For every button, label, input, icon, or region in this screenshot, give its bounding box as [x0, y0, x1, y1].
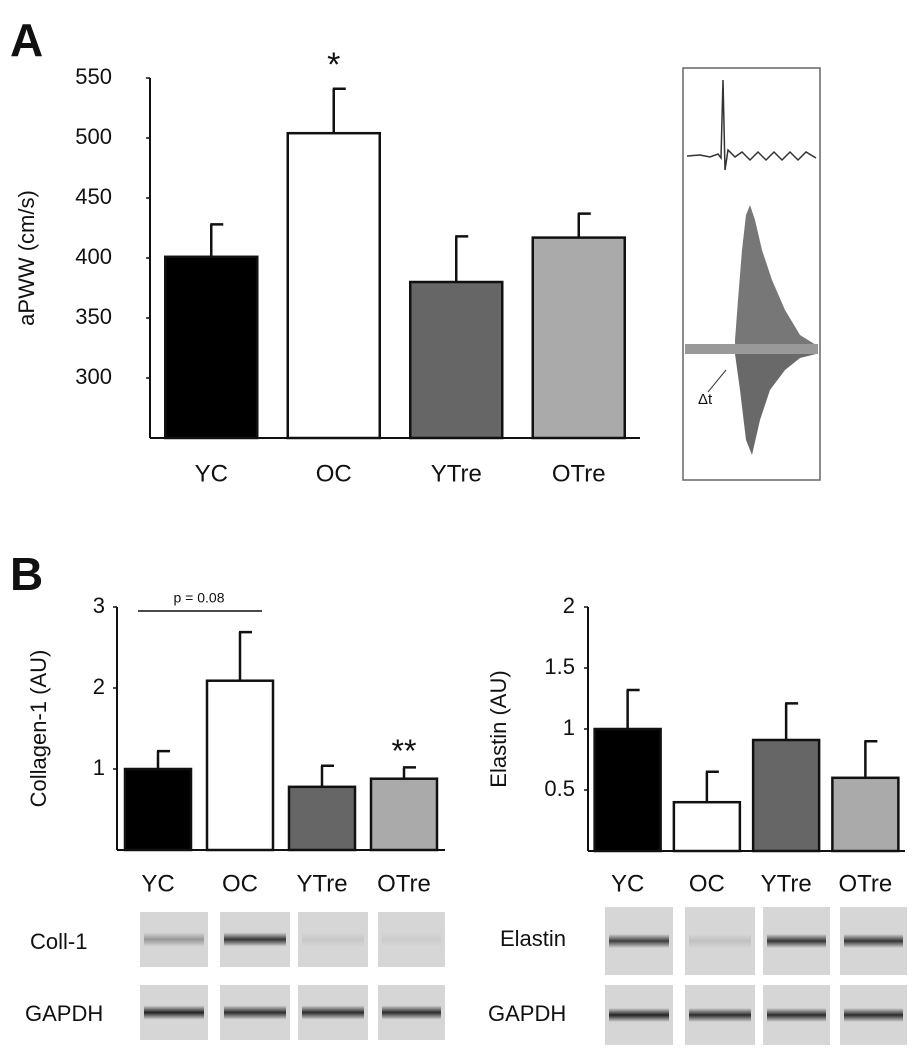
- inset: Δt: [682, 67, 821, 481]
- y-tick-label: 550: [75, 64, 112, 89]
- x-tick-label: YTre: [431, 460, 482, 487]
- doppler-baseline: [685, 344, 818, 354]
- ecg-trace: [686, 79, 817, 171]
- y-tick-label: 1: [563, 715, 575, 740]
- blot-band: [844, 934, 903, 948]
- x-tick-label: YC: [141, 870, 174, 897]
- bar: [369, 777, 439, 852]
- error-bar: [784, 702, 799, 740]
- x-tick-label: YTre: [761, 870, 812, 897]
- bar-chart: 1 2 3 Collagen-1 (AU) YC OC YTre OTre p = 0.08 **: [26, 590, 445, 897]
- error-bar: [864, 739, 878, 778]
- y-tick-label: 2: [563, 593, 575, 618]
- x-tick-label: YC: [195, 460, 228, 487]
- x-tick-label: OTre: [552, 460, 606, 487]
- blot-band: [224, 1005, 286, 1020]
- error-bar: [320, 764, 334, 787]
- y-axis-label: Elastin (AU): [486, 670, 511, 787]
- blot-band: [144, 932, 204, 947]
- bar: [409, 280, 504, 440]
- error-bar: [455, 235, 469, 282]
- error-bar: [210, 223, 224, 257]
- y-tick-label: 0.5: [544, 776, 575, 801]
- x-tick-label: YTre: [296, 870, 347, 897]
- y-tick-label: 450: [75, 184, 112, 209]
- y-tick-label: 500: [75, 124, 112, 149]
- bar: [123, 767, 193, 852]
- y-tick-label: 350: [75, 304, 112, 329]
- blot-band: [224, 932, 286, 947]
- blot-band: [382, 932, 441, 947]
- y-tick-label: 3: [93, 593, 105, 618]
- y-axis-label: aPWW (cm/s): [14, 190, 39, 326]
- blot-label: Coll-1: [30, 929, 87, 954]
- inset-label: Δt: [698, 391, 713, 408]
- blot-label: GAPDH: [488, 1001, 566, 1026]
- blot-band: [609, 1008, 669, 1022]
- x-tick-label: OC: [222, 870, 258, 897]
- blot-label: Elastin: [500, 926, 566, 951]
- error-bar: [238, 630, 252, 681]
- y-tick-label: 400: [75, 244, 112, 269]
- bar: [164, 255, 259, 440]
- y-tick-label: 2: [93, 674, 105, 699]
- delta-pointer: [707, 369, 727, 393]
- error-bar: [332, 87, 346, 134]
- bar: [286, 131, 381, 440]
- blot-band: [689, 1008, 751, 1022]
- y-axis-label: Collagen-1 (AU): [26, 650, 51, 808]
- bar: [593, 727, 662, 853]
- y-tick-label: 1.5: [544, 654, 575, 679]
- x-tick-label: OC: [316, 460, 352, 487]
- doppler-lower: [735, 354, 816, 455]
- panel-label: B: [10, 548, 43, 600]
- y-tick-label: 300: [75, 364, 112, 389]
- error-bar: [577, 212, 591, 238]
- x-tick-label: YC: [611, 870, 644, 897]
- blot-band: [302, 1005, 364, 1020]
- p-value: p = 0.08: [174, 590, 225, 606]
- blot-band: [689, 934, 751, 948]
- blot-band: [609, 934, 669, 948]
- bar: [531, 236, 626, 440]
- error-bar: [402, 766, 416, 779]
- panel-label: A: [10, 14, 43, 66]
- bar: [751, 738, 821, 853]
- bar: [205, 679, 275, 852]
- error-bar: [705, 770, 719, 803]
- x-tick-label: OC: [689, 870, 725, 897]
- blot-band: [144, 1005, 204, 1020]
- error-bar: [626, 688, 640, 729]
- bar-chart: 300 350 400 450 500 550 aPWW (cm/s) YC OC YTre OTr…: [14, 46, 640, 487]
- bar: [831, 776, 900, 853]
- doppler-upper: [735, 205, 816, 345]
- y-tick-label: 1: [93, 755, 105, 780]
- significance-mark: *: [327, 46, 340, 84]
- bar-chart: 0.5 1 1.5 2 Elastin (AU) YC OC YTre OTre: [486, 593, 905, 897]
- blot-band: [382, 1005, 441, 1020]
- blot-band: [767, 934, 826, 948]
- bar: [287, 785, 357, 852]
- blot-band: [767, 1008, 826, 1022]
- error-bar: [156, 749, 170, 769]
- blot-band: [302, 932, 364, 947]
- x-tick-label: OTre: [377, 870, 431, 897]
- x-tick-label: OTre: [838, 870, 892, 897]
- blot-band: [844, 1008, 903, 1022]
- bar: [672, 800, 742, 853]
- significance-mark: **: [392, 733, 417, 769]
- blots: Coll-1 GAPDH Elastin GAPDH: [25, 907, 907, 1045]
- blot-label: GAPDH: [25, 1001, 103, 1026]
